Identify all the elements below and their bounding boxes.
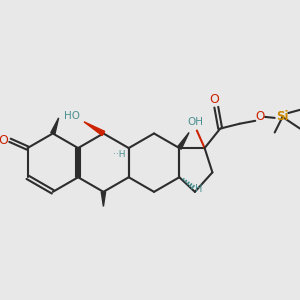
Text: OH: OH (187, 117, 203, 127)
Text: O: O (209, 93, 219, 106)
Text: O: O (256, 110, 265, 123)
Text: Si: Si (276, 110, 289, 123)
Polygon shape (51, 118, 58, 134)
Text: ··H: ··H (113, 150, 125, 159)
Polygon shape (84, 122, 105, 136)
Text: H: H (195, 184, 202, 194)
Polygon shape (101, 192, 106, 206)
Polygon shape (178, 133, 189, 149)
Text: O: O (0, 134, 8, 147)
Text: HO: HO (64, 111, 80, 121)
